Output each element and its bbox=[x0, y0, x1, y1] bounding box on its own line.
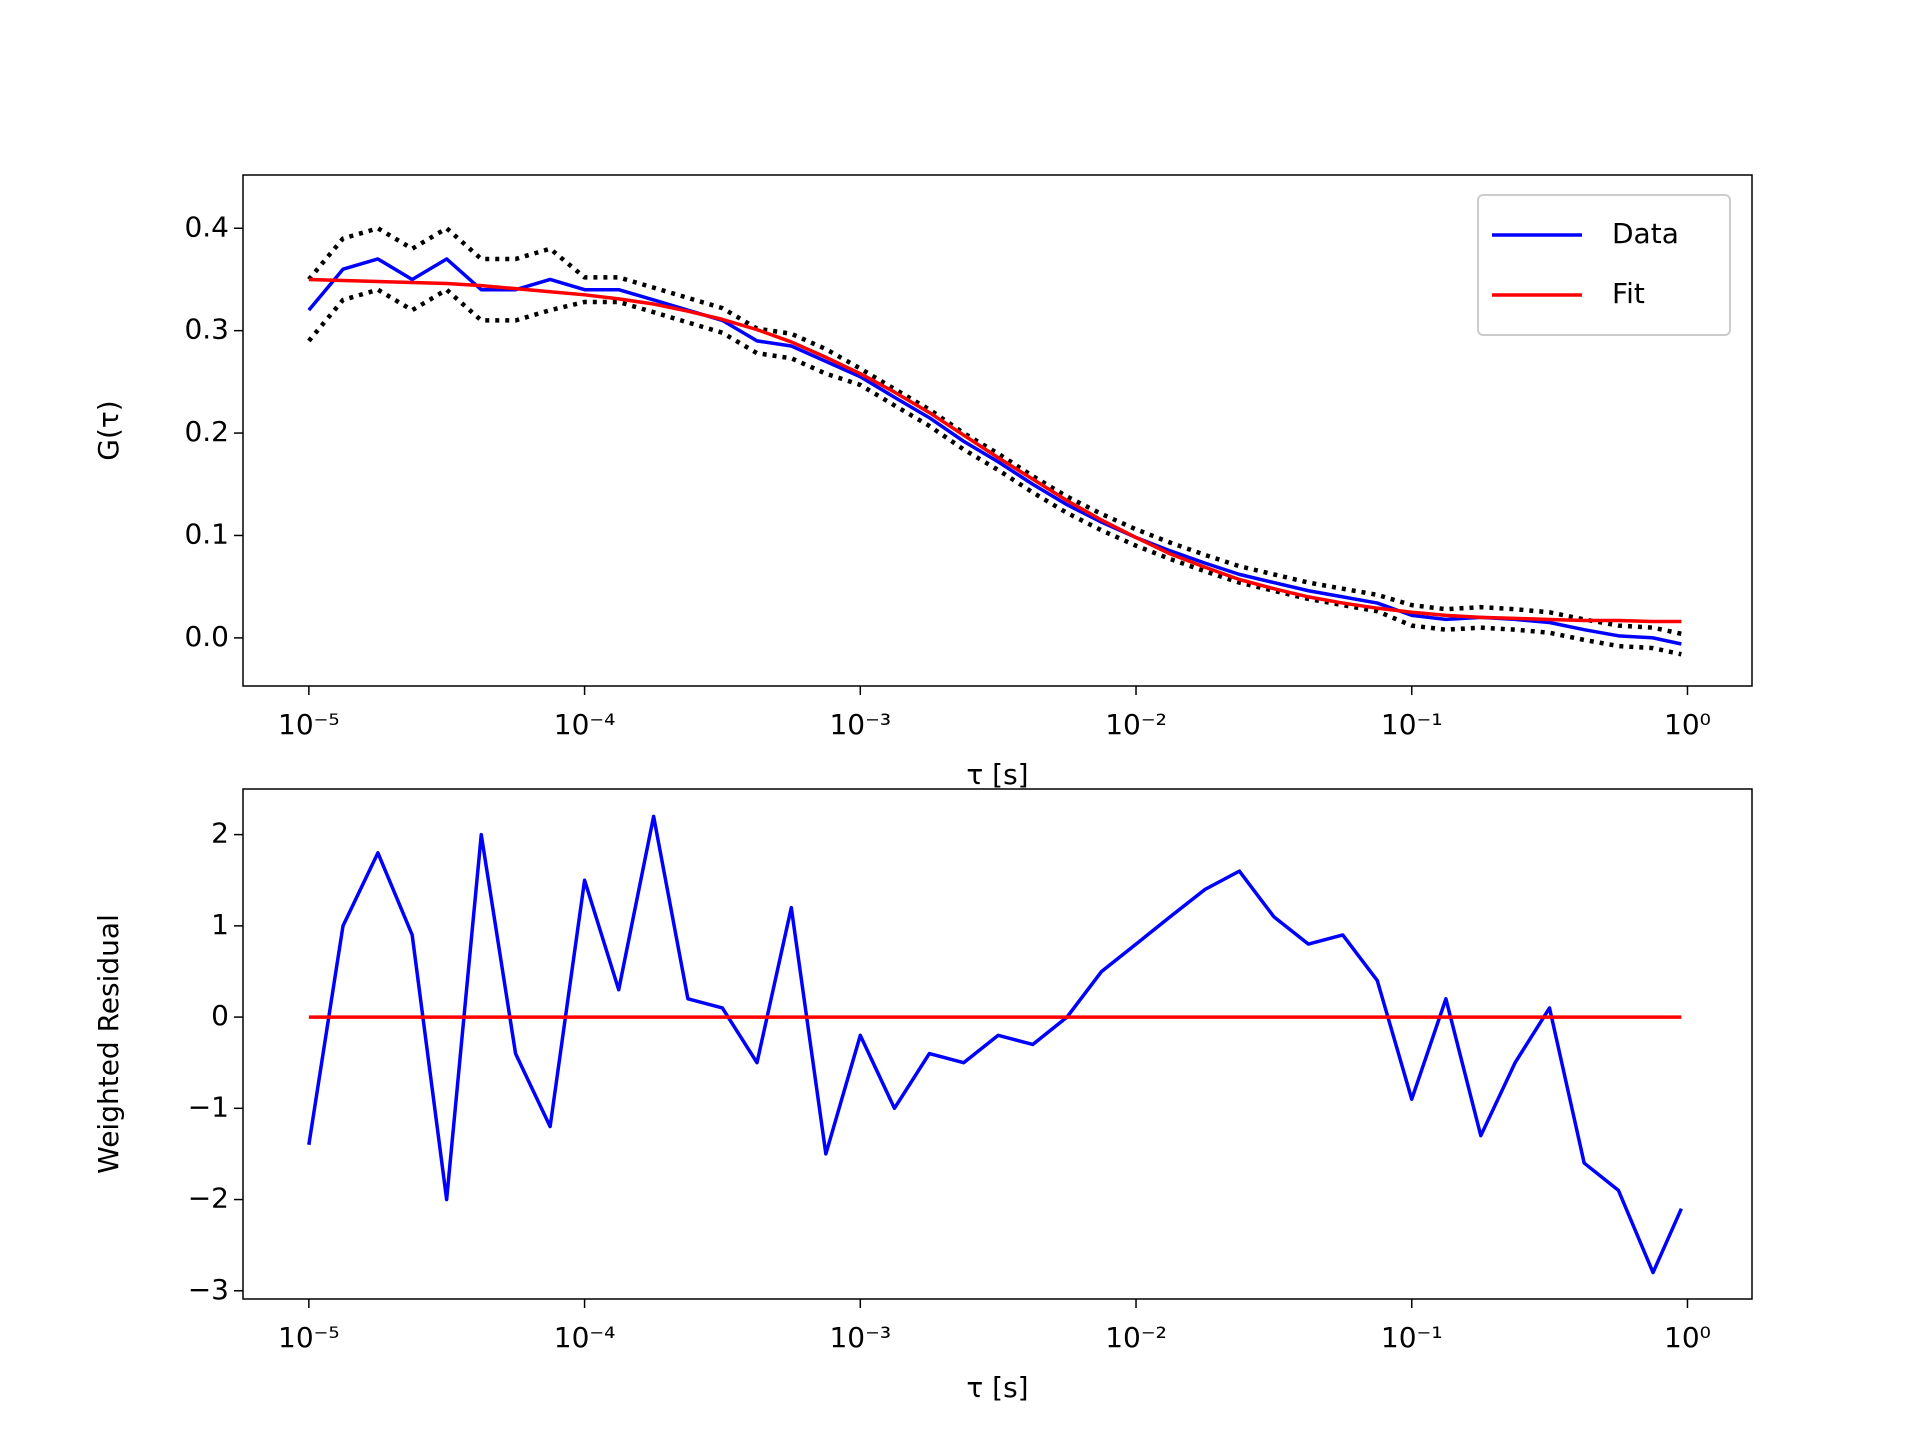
x-tick-label: 10⁻⁵ bbox=[278, 1321, 340, 1354]
x-tick-label: 10⁻¹ bbox=[1381, 1321, 1443, 1354]
data-line bbox=[307, 814, 1683, 1275]
y-tick-label: 0.4 bbox=[184, 210, 229, 243]
y-tick-label: −3 bbox=[188, 1273, 229, 1306]
x-tick-label: 10⁻⁵ bbox=[278, 708, 340, 741]
y-tick-label: 0 bbox=[211, 999, 229, 1032]
y-tick-label: 0.1 bbox=[184, 517, 229, 550]
plot-area bbox=[307, 814, 1683, 1275]
y-tick-label: 1 bbox=[211, 908, 229, 941]
x-tick-label: 10⁻⁴ bbox=[554, 708, 616, 741]
axes-frame bbox=[242, 174, 1753, 687]
x-tick-label: 10⁰ bbox=[1664, 1321, 1711, 1354]
data-line bbox=[307, 257, 1682, 646]
axes-background bbox=[243, 789, 1752, 1299]
y-tick-label: 0.0 bbox=[184, 620, 229, 653]
y-tick-label: −2 bbox=[188, 1182, 229, 1215]
legend-label: Data bbox=[1612, 217, 1679, 250]
legend-label: Fit bbox=[1612, 277, 1645, 310]
legend-box bbox=[1477, 194, 1731, 336]
y-tick-label: 0.3 bbox=[184, 313, 229, 346]
x-tick-label: 10⁻³ bbox=[829, 1321, 891, 1354]
x-tick-label: 10⁻² bbox=[1105, 1321, 1167, 1354]
y-axis-label: G(τ) bbox=[92, 400, 125, 460]
x-axis-label: τ [s] bbox=[966, 1371, 1028, 1404]
plot-area bbox=[307, 226, 1682, 657]
y-tick-label: −1 bbox=[188, 1090, 229, 1123]
x-tick-label: 10⁻³ bbox=[829, 708, 891, 741]
legend: Data Fit bbox=[1477, 194, 1731, 336]
x-tick-label: 10⁻² bbox=[1105, 708, 1167, 741]
y-tick-label: 2 bbox=[211, 817, 229, 850]
y-tick-label: 0.2 bbox=[184, 415, 229, 448]
x-tick-label: 10⁻¹ bbox=[1381, 708, 1443, 741]
x-tick-label: 10⁰ bbox=[1664, 708, 1711, 741]
x-axis-label: τ [s] bbox=[966, 758, 1028, 791]
y-axis-label: Weighted Residual bbox=[92, 914, 125, 1174]
x-tick-label: 10⁻⁴ bbox=[554, 1321, 616, 1354]
data-line bbox=[308, 277, 1682, 624]
axes-frame bbox=[242, 788, 1753, 1300]
